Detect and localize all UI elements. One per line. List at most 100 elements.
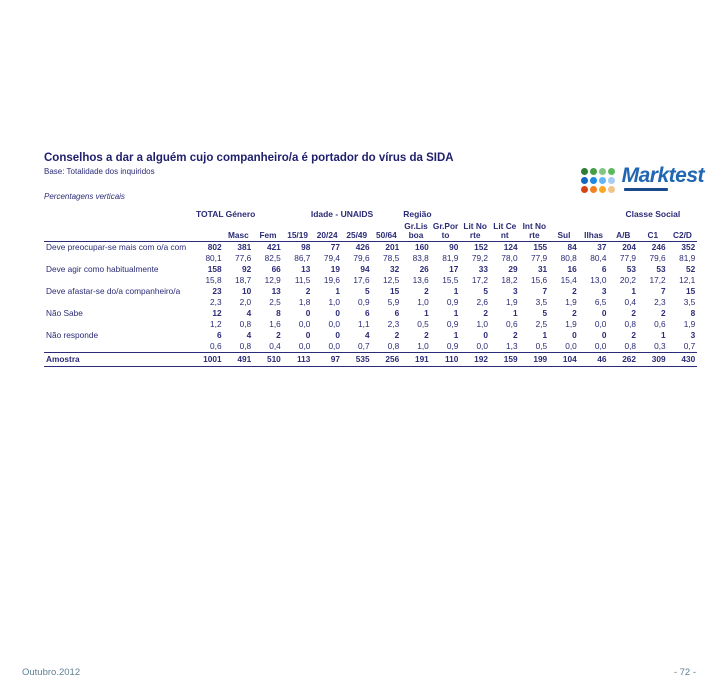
sample-cell: 262 [608, 352, 639, 367]
sample-cell: 535 [341, 352, 372, 367]
logo-dot-icon [598, 177, 606, 184]
percent-cell: 77,9 [619, 253, 637, 263]
percent-cell: 0,9 [446, 319, 459, 329]
count-cell: 2 [424, 330, 429, 340]
count-cell: 1 [424, 308, 429, 318]
count-cell: 426 [355, 242, 370, 252]
table-row-counts: Não responde 6 4 2 0 0 4 2 2 1 0 2 1 0 0 2 1 3 [44, 330, 697, 341]
percent-cell: 1,6 [269, 319, 281, 329]
percent-cell: 0,8 [239, 341, 252, 351]
percent-cell: 1,9 [506, 297, 518, 307]
percent-cell: 79,2 [471, 253, 488, 263]
table-row-counts: Não Sabe 12 4 8 0 0 6 6 1 1 2 1 5 2 0 2 2 8 [44, 308, 697, 319]
percent-cell: 79,4 [323, 253, 340, 263]
count-cell: 90 [449, 242, 459, 252]
percent-cell: 79,6 [353, 253, 370, 263]
percent-cell: 17,6 [353, 275, 370, 285]
count-cell: 160 [414, 242, 429, 252]
percent-cell: 81,9 [679, 253, 696, 263]
count-cell: 1 [512, 308, 518, 318]
percent-cell: 15,4 [560, 275, 577, 285]
sample-cell: 110 [430, 352, 461, 367]
sample-cell: 256 [371, 352, 402, 367]
percent-cell: 80,8 [560, 253, 577, 263]
slide-footer: Outubro.2012 - 72 - [22, 667, 696, 678]
count-cell: 1 [631, 286, 637, 296]
percent-cell: 0,0 [298, 341, 311, 351]
table-row-counts: Deve afastar-se do/a companheiro/a 23 10 13… [44, 286, 697, 297]
column-header: Ilhas [578, 222, 609, 242]
count-cell: 4 [246, 330, 252, 340]
count-cell: 6 [601, 264, 607, 274]
column-header: Int Norte [519, 222, 550, 242]
percent-cell: 2,6 [476, 297, 488, 307]
logo-dot-icon [598, 186, 606, 193]
count-cell: 1 [453, 330, 459, 340]
percent-cell: 3,5 [683, 297, 696, 307]
percent-cell: 0,8 [239, 319, 252, 329]
percent-cell: 0,0 [476, 341, 488, 351]
percent-cell: 1,1 [358, 319, 370, 329]
count-cell: 802 [207, 242, 222, 252]
percent-cell: 0,9 [358, 297, 370, 307]
count-cell: 158 [207, 264, 222, 274]
logo-dot-icon [607, 168, 615, 175]
logo-dots-icon [580, 168, 616, 194]
count-cell: 0 [335, 330, 340, 340]
column-header: C1 [638, 222, 668, 242]
percent-cell: 13,0 [590, 275, 607, 285]
count-cell: 2 [483, 308, 488, 318]
percent-cell: 0,7 [683, 341, 696, 351]
percent-cell: 82,5 [264, 253, 281, 263]
count-cell: 204 [622, 242, 637, 252]
count-cell: 381 [237, 242, 252, 252]
count-cell: 2 [276, 330, 281, 340]
column-header: Fem [253, 222, 283, 242]
percent-cell: 3,5 [535, 297, 548, 307]
marktest-logo: Marktest [580, 165, 705, 194]
count-cell: 0 [601, 308, 607, 318]
count-cell: 1 [542, 330, 548, 340]
group-header: Género [225, 209, 256, 219]
percent-cell: 12,1 [679, 275, 696, 285]
sample-row-label: Amostra [44, 352, 194, 367]
percent-cell: 1,0 [417, 341, 429, 351]
sample-cell: 113 [282, 352, 313, 367]
percent-cell: 0,9 [446, 341, 459, 351]
count-cell: 2 [305, 286, 311, 296]
table-row-pcts: 0,6 0,8 0,4 0,0 0,0 0,7 0,8 1,0 0,9 0,0 1,3 0,5 0,0 0… [44, 341, 697, 353]
count-cell: 3 [601, 286, 607, 296]
count-cell: 1 [661, 330, 666, 340]
percent-cell: 2,3 [210, 297, 222, 307]
percent-cell: 19,6 [323, 275, 340, 285]
percent-cell: 80,4 [590, 253, 607, 263]
column-header: 25/49 [341, 222, 372, 242]
count-cell: 29 [508, 264, 518, 274]
count-cell: 23 [212, 286, 222, 296]
row-label: Deve preocupar-se mais com o/a com [46, 242, 187, 252]
percent-cell: 0,0 [594, 319, 607, 329]
column-header-row: Masc Fem 15/19 20/24 25/49 50/64 Gr.Lisboa Gr.P… [44, 222, 698, 242]
count-cell: 5 [483, 286, 488, 296]
percent-cell: 2,3 [387, 319, 400, 329]
percent-cell: 0,7 [358, 341, 370, 351]
sample-cell: 191 [401, 352, 431, 367]
percent-cell: 0,5 [535, 341, 548, 351]
sample-cell: 192 [460, 352, 490, 367]
count-cell: 2 [572, 286, 577, 296]
count-cell: 1 [453, 286, 459, 296]
sample-cell: 199 [519, 352, 550, 367]
percent-cell: 18,2 [501, 275, 518, 285]
column-header: Sul [549, 222, 579, 242]
percent-cell: 5,9 [387, 297, 400, 307]
percent-cell: 0,8 [387, 341, 400, 351]
results-table: TOTAL Género Idade - UNAIDS Região Classe So… [44, 209, 698, 367]
percent-cell: 0,6 [654, 319, 666, 329]
percent-cell: 0,0 [328, 319, 340, 329]
sample-cell: 309 [638, 352, 668, 367]
count-cell: 1 [335, 286, 340, 296]
group-header: Região [403, 209, 432, 219]
column-header: C2/D [667, 222, 698, 242]
count-cell: 98 [301, 242, 311, 252]
percent-cell: 81,9 [442, 253, 459, 263]
